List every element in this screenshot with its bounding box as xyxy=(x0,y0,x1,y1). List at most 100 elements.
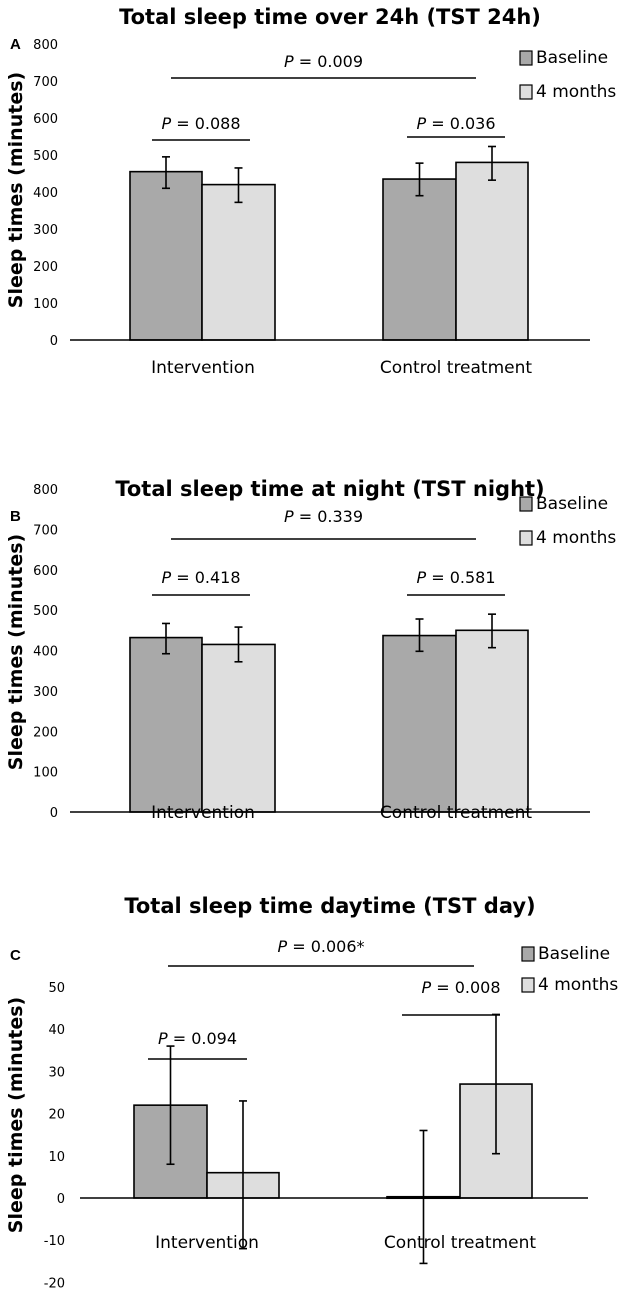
p-symbol: P xyxy=(416,114,431,133)
legend-item: Baseline xyxy=(519,494,608,514)
p-value-overall: P = 0.006* xyxy=(277,937,364,956)
panel-label: B xyxy=(10,508,21,525)
legend-label: Baseline xyxy=(538,944,610,964)
y-tick-label: 40 xyxy=(48,1023,65,1038)
y-tick-label: 300 xyxy=(33,223,58,238)
legend-label: Baseline xyxy=(536,48,608,68)
bar-baseline xyxy=(382,178,457,341)
p-symbol: P xyxy=(421,978,436,997)
x-tick-label: Intervention xyxy=(155,1233,259,1253)
y-tick-label: 100 xyxy=(33,297,58,312)
y-tick-label: 0 xyxy=(57,1192,65,1207)
y-tick-label: 600 xyxy=(33,112,58,127)
y-tick-label: 700 xyxy=(33,75,58,90)
y-tick-label: 600 xyxy=(33,564,58,579)
error-bar xyxy=(415,618,424,653)
error-bar xyxy=(415,162,424,197)
error-bar xyxy=(239,1100,247,1250)
legend-swatch xyxy=(519,530,533,546)
chart-panel-C: Total sleep time daytime (TST day) C Sleep… xyxy=(5,894,618,1291)
y-tick-label: 50 xyxy=(48,981,65,996)
panel-label: C xyxy=(10,947,21,964)
p-value-control: P = 0.036 xyxy=(416,114,495,133)
p-value-intervention: P = 0.418 xyxy=(161,568,240,587)
y-axis-label: Sleep times (minutes) xyxy=(5,534,27,770)
chart-panel-A: Total sleep time over 24h (TST 24h) A Slee… xyxy=(5,5,616,378)
y-tick-label: -10 xyxy=(44,1234,65,1249)
y-axis-label: Sleep times (minutes) xyxy=(5,997,27,1233)
y-tick-label: 20 xyxy=(48,1108,65,1123)
bar-4-months xyxy=(201,183,276,341)
error-bar xyxy=(162,622,170,655)
y-tick-label: 30 xyxy=(48,1065,65,1080)
y-axis-label: Sleep times (minutes) xyxy=(5,72,27,308)
bar-baseline xyxy=(129,170,203,341)
legend-item: 4 months xyxy=(521,975,618,995)
p-value-control: P = 0.008 xyxy=(421,978,500,997)
chart-title: Total sleep time over 24h (TST 24h) xyxy=(119,5,541,29)
error-bar xyxy=(234,167,243,204)
legend-label: 4 months xyxy=(538,975,618,995)
x-tick-label: Intervention xyxy=(151,358,255,378)
legend-label: 4 months xyxy=(536,82,616,102)
p-value-control: P = 0.581 xyxy=(416,568,495,587)
p-value-intervention: P = 0.088 xyxy=(161,114,240,133)
y-tick-label: 700 xyxy=(33,523,58,538)
panel-label: A xyxy=(10,36,21,53)
chart-title: Total sleep time at night (TST night) xyxy=(115,477,544,501)
y-tick-label: 400 xyxy=(33,186,58,201)
legend-swatch xyxy=(521,977,535,993)
y-tick-label: 400 xyxy=(33,645,58,660)
legend-item: 4 months xyxy=(519,82,616,102)
legend-swatch xyxy=(519,496,533,512)
legend-item: 4 months xyxy=(519,528,616,548)
y-tick-label: 200 xyxy=(33,725,58,740)
chart-title: Total sleep time daytime (TST day) xyxy=(124,894,535,918)
x-tick-label: Control treatment xyxy=(380,358,532,378)
p-symbol: P xyxy=(161,568,176,587)
legend-label: Baseline xyxy=(536,494,608,514)
x-tick-label: Control treatment xyxy=(380,803,532,823)
p-symbol: P xyxy=(284,507,299,526)
y-tick-label: 100 xyxy=(33,766,58,781)
bar-baseline xyxy=(129,636,203,813)
p-symbol: P xyxy=(284,52,299,71)
x-tick-label: Control treatment xyxy=(384,1233,536,1253)
error-bar xyxy=(488,145,496,181)
legend-label: 4 months xyxy=(536,528,616,548)
y-tick-label: 0 xyxy=(50,806,58,821)
p-value-overall: P = 0.339 xyxy=(284,507,363,526)
bar-4-months xyxy=(455,629,529,813)
bar-4-months xyxy=(455,161,529,341)
bar-4-months xyxy=(201,643,276,813)
p-value-intervention: P = 0.094 xyxy=(158,1029,237,1048)
error-bar xyxy=(234,626,243,663)
error-bar xyxy=(488,613,496,649)
p-symbol: P xyxy=(158,1029,173,1048)
error-bar xyxy=(419,1129,428,1265)
error-bar xyxy=(166,1045,175,1166)
y-tick-label: -20 xyxy=(44,1276,65,1291)
p-symbol: P xyxy=(416,568,431,587)
bar-baseline xyxy=(382,634,457,813)
x-tick-label: Intervention xyxy=(151,803,255,823)
legend-swatch xyxy=(519,84,533,100)
legend-item: Baseline xyxy=(519,48,608,68)
y-tick-label: 10 xyxy=(48,1150,65,1165)
error-bar xyxy=(162,156,170,190)
y-tick-label: 200 xyxy=(33,260,58,275)
p-symbol: P xyxy=(161,114,176,133)
legend-swatch xyxy=(519,50,533,66)
y-tick-label: 0 xyxy=(50,334,58,349)
legend-swatch xyxy=(521,946,535,962)
y-tick-label: 300 xyxy=(33,685,58,700)
y-tick-label: 800 xyxy=(33,483,58,498)
p-symbol: P xyxy=(277,937,292,956)
y-tick-label: 500 xyxy=(33,604,58,619)
chart-panel-B: Total sleep time at night (TST night) B Sl… xyxy=(5,477,616,823)
legend-item: Baseline xyxy=(521,944,610,964)
p-value-overall: P = 0.009 xyxy=(284,52,363,71)
y-tick-label: 500 xyxy=(33,149,58,164)
y-tick-label: 800 xyxy=(33,38,58,53)
